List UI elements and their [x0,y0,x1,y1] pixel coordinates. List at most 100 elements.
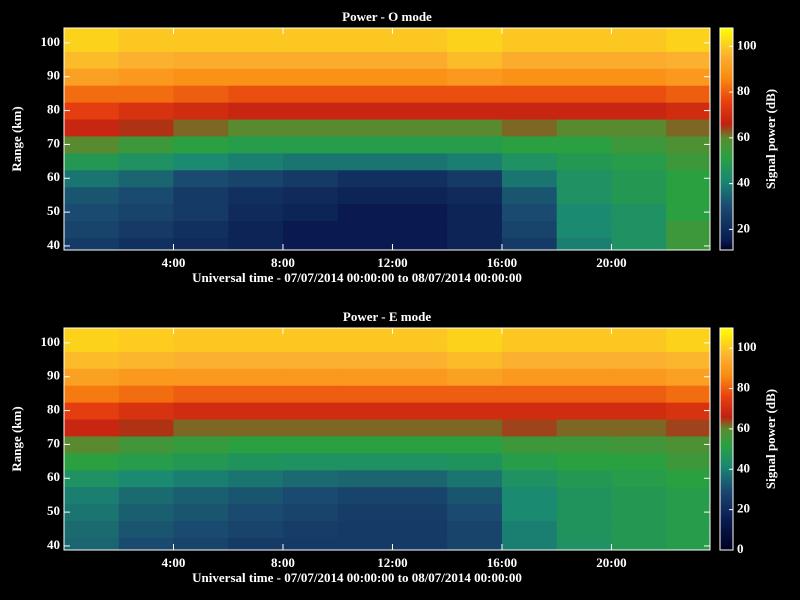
heatmap-cell [611,237,667,251]
heatmap-cell [501,68,558,86]
heatmap-cell [447,203,503,222]
colorbar-tick-label: 100 [737,339,757,354]
heatmap-cell [64,237,120,251]
heatmap-cell [501,51,558,69]
heatmap-cell [501,152,558,171]
y-tick-label: 80 [47,402,60,417]
heatmap-cell [64,186,120,205]
heatmap-cell [228,237,284,251]
heatmap-cell [666,402,711,420]
chart-title: Power - O mode [342,9,432,24]
heatmap-cell [392,334,448,352]
heatmap-cell [228,419,284,437]
heatmap-cell [282,34,339,52]
heatmap-cell [64,68,120,86]
heatmap-cell [118,85,174,103]
heatmap-cell [337,368,393,386]
heatmap-cell [118,152,174,171]
heatmap-cell [173,486,229,505]
x-tick-label: 20:00 [596,555,626,570]
heatmap-cell [611,402,667,420]
heatmap-cell [666,152,711,171]
colorbar-tick-label: 20 [737,220,750,235]
heatmap-cell [556,203,612,222]
heatmap-cell [173,237,229,251]
heatmap-cell [392,486,448,505]
heatmap-cell [611,51,667,69]
heatmap-cell [282,334,339,352]
y-axis-label: Range (km) [9,406,24,471]
heatmap-cell [501,334,558,352]
heatmap-cell [556,237,612,251]
heatmap-cell [282,28,339,35]
heatmap-cell [501,203,558,222]
heatmap-cell [556,68,612,86]
heatmap-cell [447,51,503,69]
colorbar-tick-label: 40 [737,175,750,190]
heatmap-cell [666,237,711,251]
heatmap-cell [173,328,229,335]
heatmap-cell [666,503,711,522]
heatmap-cell [392,237,448,251]
colorbar-tick-label: 60 [737,420,750,435]
heatmap-cell [228,220,284,238]
heatmap-cell [64,135,120,154]
heatmap-cell [556,328,612,335]
heatmap-cell [173,135,229,154]
heatmap-cell [173,368,229,386]
heatmap-cell [666,186,711,205]
heatmap-cell [501,85,558,103]
heatmap-cell [337,486,393,505]
heatmap-cell [501,220,558,238]
heatmap-cell [64,435,120,454]
heatmap-cell [337,537,393,551]
heatmap-cell [501,469,558,488]
heatmap-cell [666,102,711,120]
heatmap-cell [282,328,339,335]
heatmap-cell [501,452,558,471]
y-axis-label: Range (km) [9,106,24,171]
heatmap-cell [611,186,667,205]
x-tick-label: 16:00 [487,255,517,270]
heatmap-cell [337,152,393,171]
heatmap-cell [447,186,503,205]
colorbar-label: Signal power (dB) [763,89,778,189]
heatmap-cell [611,152,667,171]
heatmap-cell [666,368,711,386]
heatmap-cell [64,119,120,137]
heatmap-cell [337,334,393,352]
heatmap-cell [611,203,667,222]
heatmap-cell [173,385,229,403]
heatmap-cell [501,435,558,454]
heatmap-cell [447,169,503,188]
heatmap-cell [173,85,229,103]
heatmap-cell [611,102,667,120]
heatmap-cell [666,28,711,35]
y-tick-label: 60 [47,469,60,484]
heatmap-cell [392,328,448,335]
heatmap-cell [228,503,284,522]
heatmap-cell [64,85,120,103]
heatmap-cell [447,34,503,52]
heatmap-cell [228,385,284,403]
plot-frame [63,27,711,251]
heatmap-cell [447,469,503,488]
heatmap-cell [447,135,503,154]
heatmap-cell [228,351,284,369]
heatmap-cell [282,452,339,471]
x-tick-label: 4:00 [162,255,186,270]
heatmap-cell [118,28,174,35]
heatmap-cell [392,503,448,522]
heatmap-cell [392,51,448,69]
heatmap-cell [118,328,174,335]
heatmap-cell [392,28,448,35]
heatmap-cell [282,419,339,437]
heatmap-cell [337,135,393,154]
heatmap-cell [447,102,503,120]
heatmap-cell [337,452,393,471]
heatmap-cell [118,520,174,538]
heatmap-cell [337,34,393,52]
heatmap-cell [392,435,448,454]
heatmap-cell [173,68,229,86]
heatmap-cell [447,68,503,86]
